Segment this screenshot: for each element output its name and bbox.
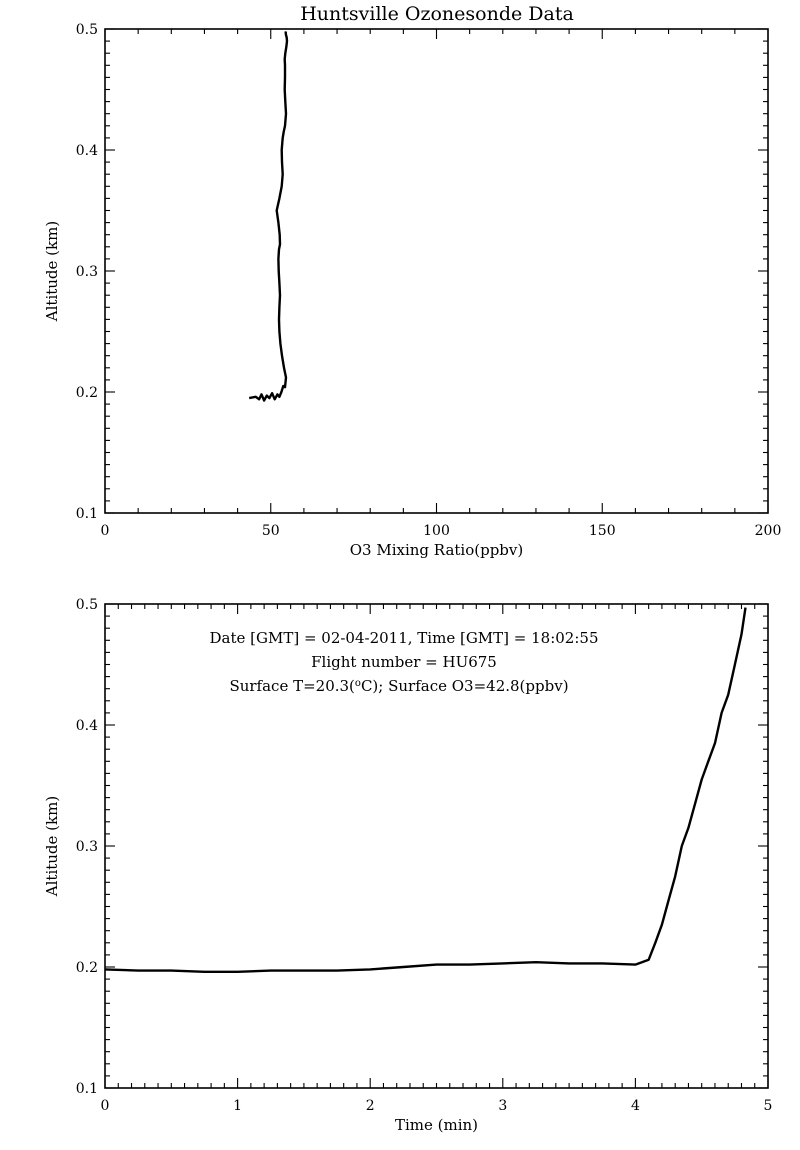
y-axis-label: Altitude (km) xyxy=(43,796,61,897)
surface-annotation: Surface T=20.3(oC); Surface O3=42.8(ppbv… xyxy=(229,677,568,695)
ozone-profile-panel: 0 50 100 150 200 0.1 0.2 0.3 0.4 0.5 O3 Mixing Rat… xyxy=(43,22,781,559)
y-axis-label: Altitude (km) xyxy=(43,221,61,322)
x-tick-label: 150 xyxy=(589,523,616,539)
x-axis-label: O3 Mixing Ratio(ppbv) xyxy=(350,541,523,559)
y-tick-label: 0.4 xyxy=(76,143,98,159)
altitude-time-panel: 0 1 2 3 4 5 0.1 0.2 0.3 0.4 0.5 Time (min) Altitude … xyxy=(43,597,772,1134)
x-tick-label: 3 xyxy=(498,1098,507,1114)
date-time-annotation: Date [GMT] = 02-04-2011, Time [GMT] = 18… xyxy=(209,629,598,647)
x-tick-label: 1 xyxy=(233,1098,242,1114)
y-tick-label: 0.1 xyxy=(76,1081,98,1097)
x-tick-label: 2 xyxy=(366,1098,375,1114)
series-line-0 xyxy=(248,31,289,402)
surface-annotation-suffix: C); Surface O3=42.8(ppbv) xyxy=(361,677,569,695)
x-tick-label: 50 xyxy=(262,523,280,539)
flight-number-annotation: Flight number = HU675 xyxy=(311,653,497,671)
flight-info-annotation: Date [GMT] = 02-04-2011, Time [GMT] = 18… xyxy=(209,629,598,695)
plot-frame xyxy=(104,28,769,514)
y-tick-label: 0.2 xyxy=(76,385,98,401)
x-tick-label: 100 xyxy=(423,523,450,539)
y-tick-label: 0.2 xyxy=(76,960,98,976)
x-tick-label: 4 xyxy=(631,1098,640,1114)
x-tick-label: 5 xyxy=(764,1098,773,1114)
y-tick-label: 0.3 xyxy=(76,264,98,280)
x-tick-label: 0 xyxy=(101,1098,110,1114)
degree-superscript: o xyxy=(355,678,361,689)
x-tick-label: 0 xyxy=(101,523,110,539)
y-tick-label: 0.4 xyxy=(76,718,98,734)
y-tick-label: 0.5 xyxy=(76,597,98,613)
chart-title: Huntsville Ozonesonde Data xyxy=(300,3,574,25)
x-axis-label: Time (min) xyxy=(395,1116,478,1134)
y-tick-label: 0.1 xyxy=(76,506,98,522)
y-tick-label: 0.3 xyxy=(76,839,98,855)
series-line-0 xyxy=(104,607,747,973)
y-tick-label: 0.5 xyxy=(76,22,98,38)
x-tick-label: 200 xyxy=(755,523,782,539)
surface-annotation-prefix: Surface T=20.3( xyxy=(229,677,354,695)
